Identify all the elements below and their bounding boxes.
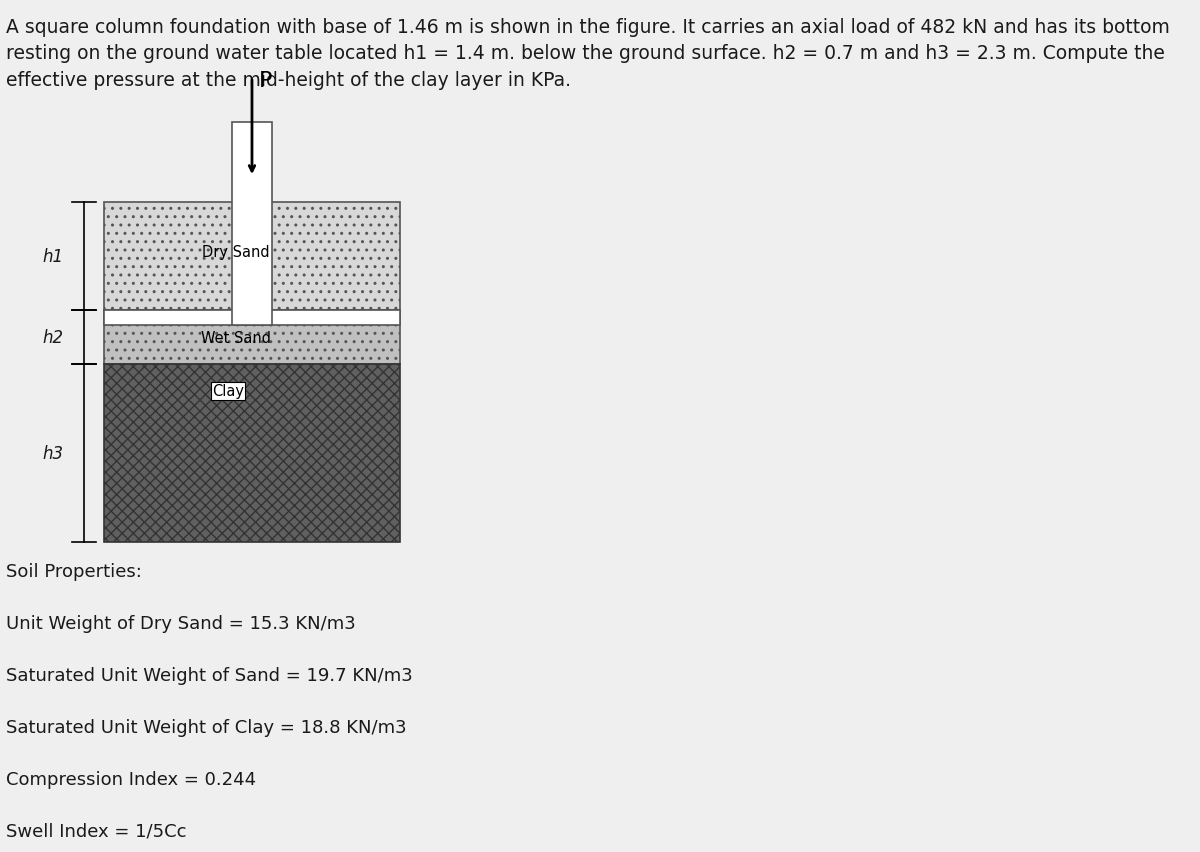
Text: Wet Sand: Wet Sand (200, 331, 271, 345)
Text: Dry Sand: Dry Sand (202, 245, 270, 259)
Bar (232, 123, 272, 325)
Bar (104, 311, 400, 325)
Text: Saturated Unit Weight of Clay = 18.8 KN/m3: Saturated Unit Weight of Clay = 18.8 KN/… (6, 718, 407, 736)
Bar (104, 365, 400, 543)
Text: h1: h1 (43, 248, 64, 266)
Text: Saturated Unit Weight of Sand = 19.7 KN/m3: Saturated Unit Weight of Sand = 19.7 KN/… (6, 666, 413, 684)
Text: Soil Properties:: Soil Properties: (6, 562, 143, 580)
Text: Clay: Clay (212, 384, 244, 399)
Text: h2: h2 (43, 329, 64, 347)
Text: A square column foundation with base of 1.46 m is shown in the figure. It carrie: A square column foundation with base of … (6, 18, 1170, 90)
Text: h3: h3 (43, 445, 64, 463)
Text: Swell Index = 1/5Cc: Swell Index = 1/5Cc (6, 822, 187, 840)
Bar (104, 203, 400, 311)
Text: Compression Index = 0.244: Compression Index = 0.244 (6, 770, 257, 788)
Bar (104, 311, 400, 365)
Text: Unit Weight of Dry Sand = 15.3 KN/m3: Unit Weight of Dry Sand = 15.3 KN/m3 (6, 614, 356, 632)
Text: P: P (258, 71, 271, 91)
